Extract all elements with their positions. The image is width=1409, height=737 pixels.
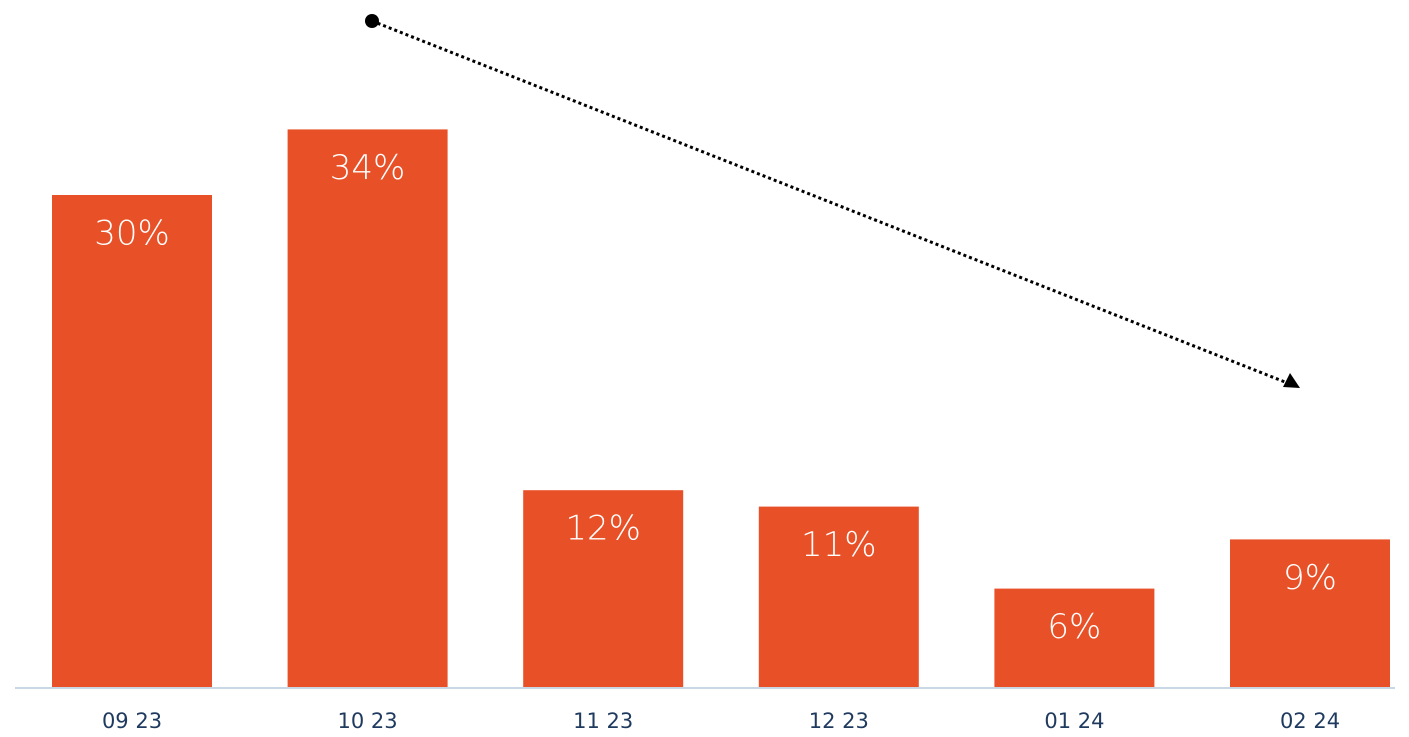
value-label: 34% <box>330 148 406 188</box>
x-tick-label: 12 23 <box>809 709 869 733</box>
x-tick-label: 10 23 <box>338 709 398 733</box>
value-label: 30% <box>94 214 170 254</box>
x-tick-label: 11 23 <box>573 709 633 733</box>
trend-arrow <box>371 19 1291 386</box>
bar <box>52 195 212 687</box>
value-label: 6% <box>1047 607 1101 647</box>
trend-arrowhead <box>1283 373 1300 388</box>
x-tick-label: 02 24 <box>1280 709 1340 733</box>
bar <box>994 588 1155 687</box>
bar <box>758 506 919 687</box>
x-tick-label: 01 24 <box>1044 709 1104 733</box>
value-label: 12% <box>565 509 641 549</box>
value-label: 9% <box>1283 558 1337 598</box>
bar <box>523 490 684 687</box>
bar <box>287 129 448 687</box>
bar <box>1230 539 1390 687</box>
value-label: 11% <box>801 525 877 565</box>
x-tick-label: 09 23 <box>102 709 162 733</box>
